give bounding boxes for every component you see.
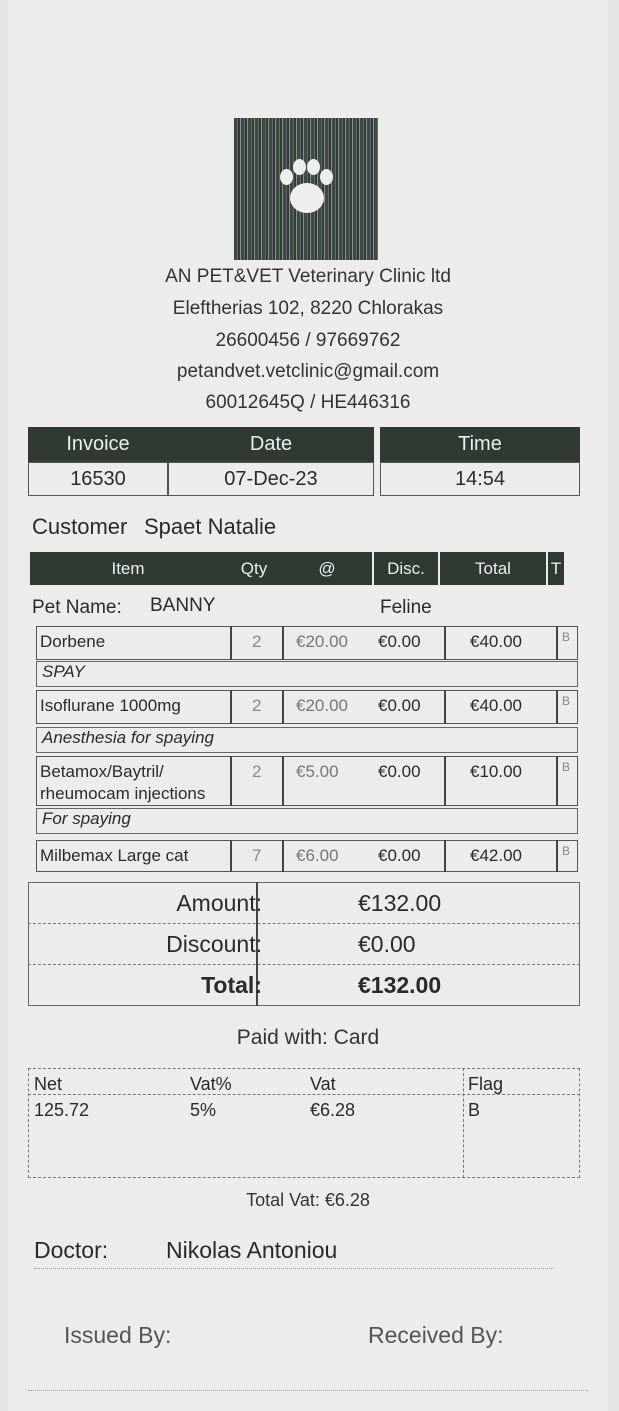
item-price: €6.00: [296, 846, 339, 865]
item-row: [36, 690, 578, 724]
item-row: [36, 626, 578, 660]
total-vat: Total Vat: €6.28: [246, 1190, 370, 1210]
item-name: Isoflurane 1000mg: [40, 696, 181, 715]
payment-method: Paid with: Card: [236, 1026, 380, 1049]
vat-header-vat: Vat: [310, 1074, 336, 1094]
total-row: Total: €132.00: [201, 972, 442, 998]
col-total: Total: [440, 552, 546, 585]
vat-header-net: Net: [34, 1074, 63, 1094]
item-name: Dorbene: [40, 632, 106, 651]
item-discount: €0.00: [378, 696, 421, 715]
item-flag: B: [562, 760, 571, 774]
vat-table: [28, 1068, 580, 1178]
item-price: €20.00: [296, 632, 348, 651]
invoice-date: 07-Dec-23: [168, 462, 374, 496]
item-total: €10.00: [470, 762, 522, 781]
amount-value: €132.00: [358, 890, 442, 916]
clinic-phones: 26600456 / 97669762: [215, 330, 401, 351]
issued-by-label: Issued By:: [64, 1322, 172, 1348]
discount-row: Discount: €0.00: [28, 924, 580, 965]
col-tax: T: [548, 552, 564, 585]
vat-flag: B: [468, 1100, 481, 1120]
item-name-line2: rheumocam injections: [40, 784, 206, 803]
clinic-email: petandvet.vetclinic@gmail.com: [176, 361, 440, 382]
item-row: [36, 840, 578, 872]
received-by-label: Received By:: [368, 1322, 504, 1348]
time-header: Time: [380, 427, 580, 462]
doctor-name: Nikolas Antoniou: [166, 1237, 338, 1263]
clinic-name: AN PET&VET Veterinary Clinic ltd: [165, 266, 451, 287]
pet-species: Feline: [380, 597, 432, 618]
vat-net: 125.72: [34, 1100, 90, 1120]
amount-row: Amount: €132.00: [28, 883, 580, 924]
item-discount: €0.00: [378, 632, 421, 651]
item-price: €20.00: [296, 696, 348, 715]
receipt: AN PET&VET Veterinary Clinic ltd Elefthe…: [8, 0, 608, 1411]
item-total: €42.00: [470, 846, 522, 865]
clinic-address: Eleftherias 102, 8220 Chlorakas: [172, 298, 444, 319]
discount-value: €0.00: [358, 931, 416, 957]
item-qty: 2: [252, 632, 262, 651]
item-total: €40.00: [470, 696, 522, 715]
item-name: Betamox/Baytril/: [40, 762, 164, 781]
pet-label: Pet Name:: [32, 597, 122, 618]
vat-header-rate: Vat%: [190, 1074, 232, 1094]
item-note: Anesthesia for spaying: [36, 727, 578, 753]
pet-name: BANNY: [150, 595, 216, 616]
item-discount: €0.00: [378, 762, 421, 781]
item-flag: B: [562, 694, 571, 708]
item-qty: 2: [252, 762, 262, 781]
vat-rate: 5%: [190, 1100, 217, 1120]
item-qty: 2: [252, 696, 262, 715]
customer-name: Spaet Natalie: [144, 514, 277, 539]
item-price: €5.00: [296, 762, 339, 781]
col-disc: Disc.: [374, 552, 438, 585]
item-note: For spaying: [36, 808, 578, 834]
item-row: [36, 756, 578, 806]
date-header: Date: [168, 427, 374, 462]
paw-icon: [276, 159, 336, 219]
invoice-header: Invoice: [28, 427, 168, 462]
invoice-number: 16530: [28, 462, 168, 496]
clinic-registration: 60012645Q / HE446316: [205, 392, 411, 413]
invoice-time: 14:54: [380, 462, 580, 496]
item-discount: €0.00: [378, 846, 421, 865]
summary-box: [28, 882, 580, 1006]
item-note: SPAY: [36, 661, 578, 687]
total-value: €132.00: [358, 972, 442, 998]
col-price: @: [282, 552, 372, 585]
customer-label: Customer: [32, 514, 128, 539]
item-total: €40.00: [470, 632, 522, 651]
doctor-label: Doctor:: [34, 1237, 109, 1263]
vat-amount: €6.28: [310, 1100, 356, 1120]
vat-header-flag: Flag: [468, 1074, 504, 1094]
item-qty: 7: [252, 846, 262, 865]
clinic-logo: [234, 118, 378, 260]
item-flag: B: [562, 630, 571, 644]
col-qty: Qty: [226, 552, 282, 585]
item-flag: B: [562, 844, 571, 858]
col-item: Item: [30, 552, 226, 585]
item-name: Milbemax Large cat: [40, 846, 189, 865]
